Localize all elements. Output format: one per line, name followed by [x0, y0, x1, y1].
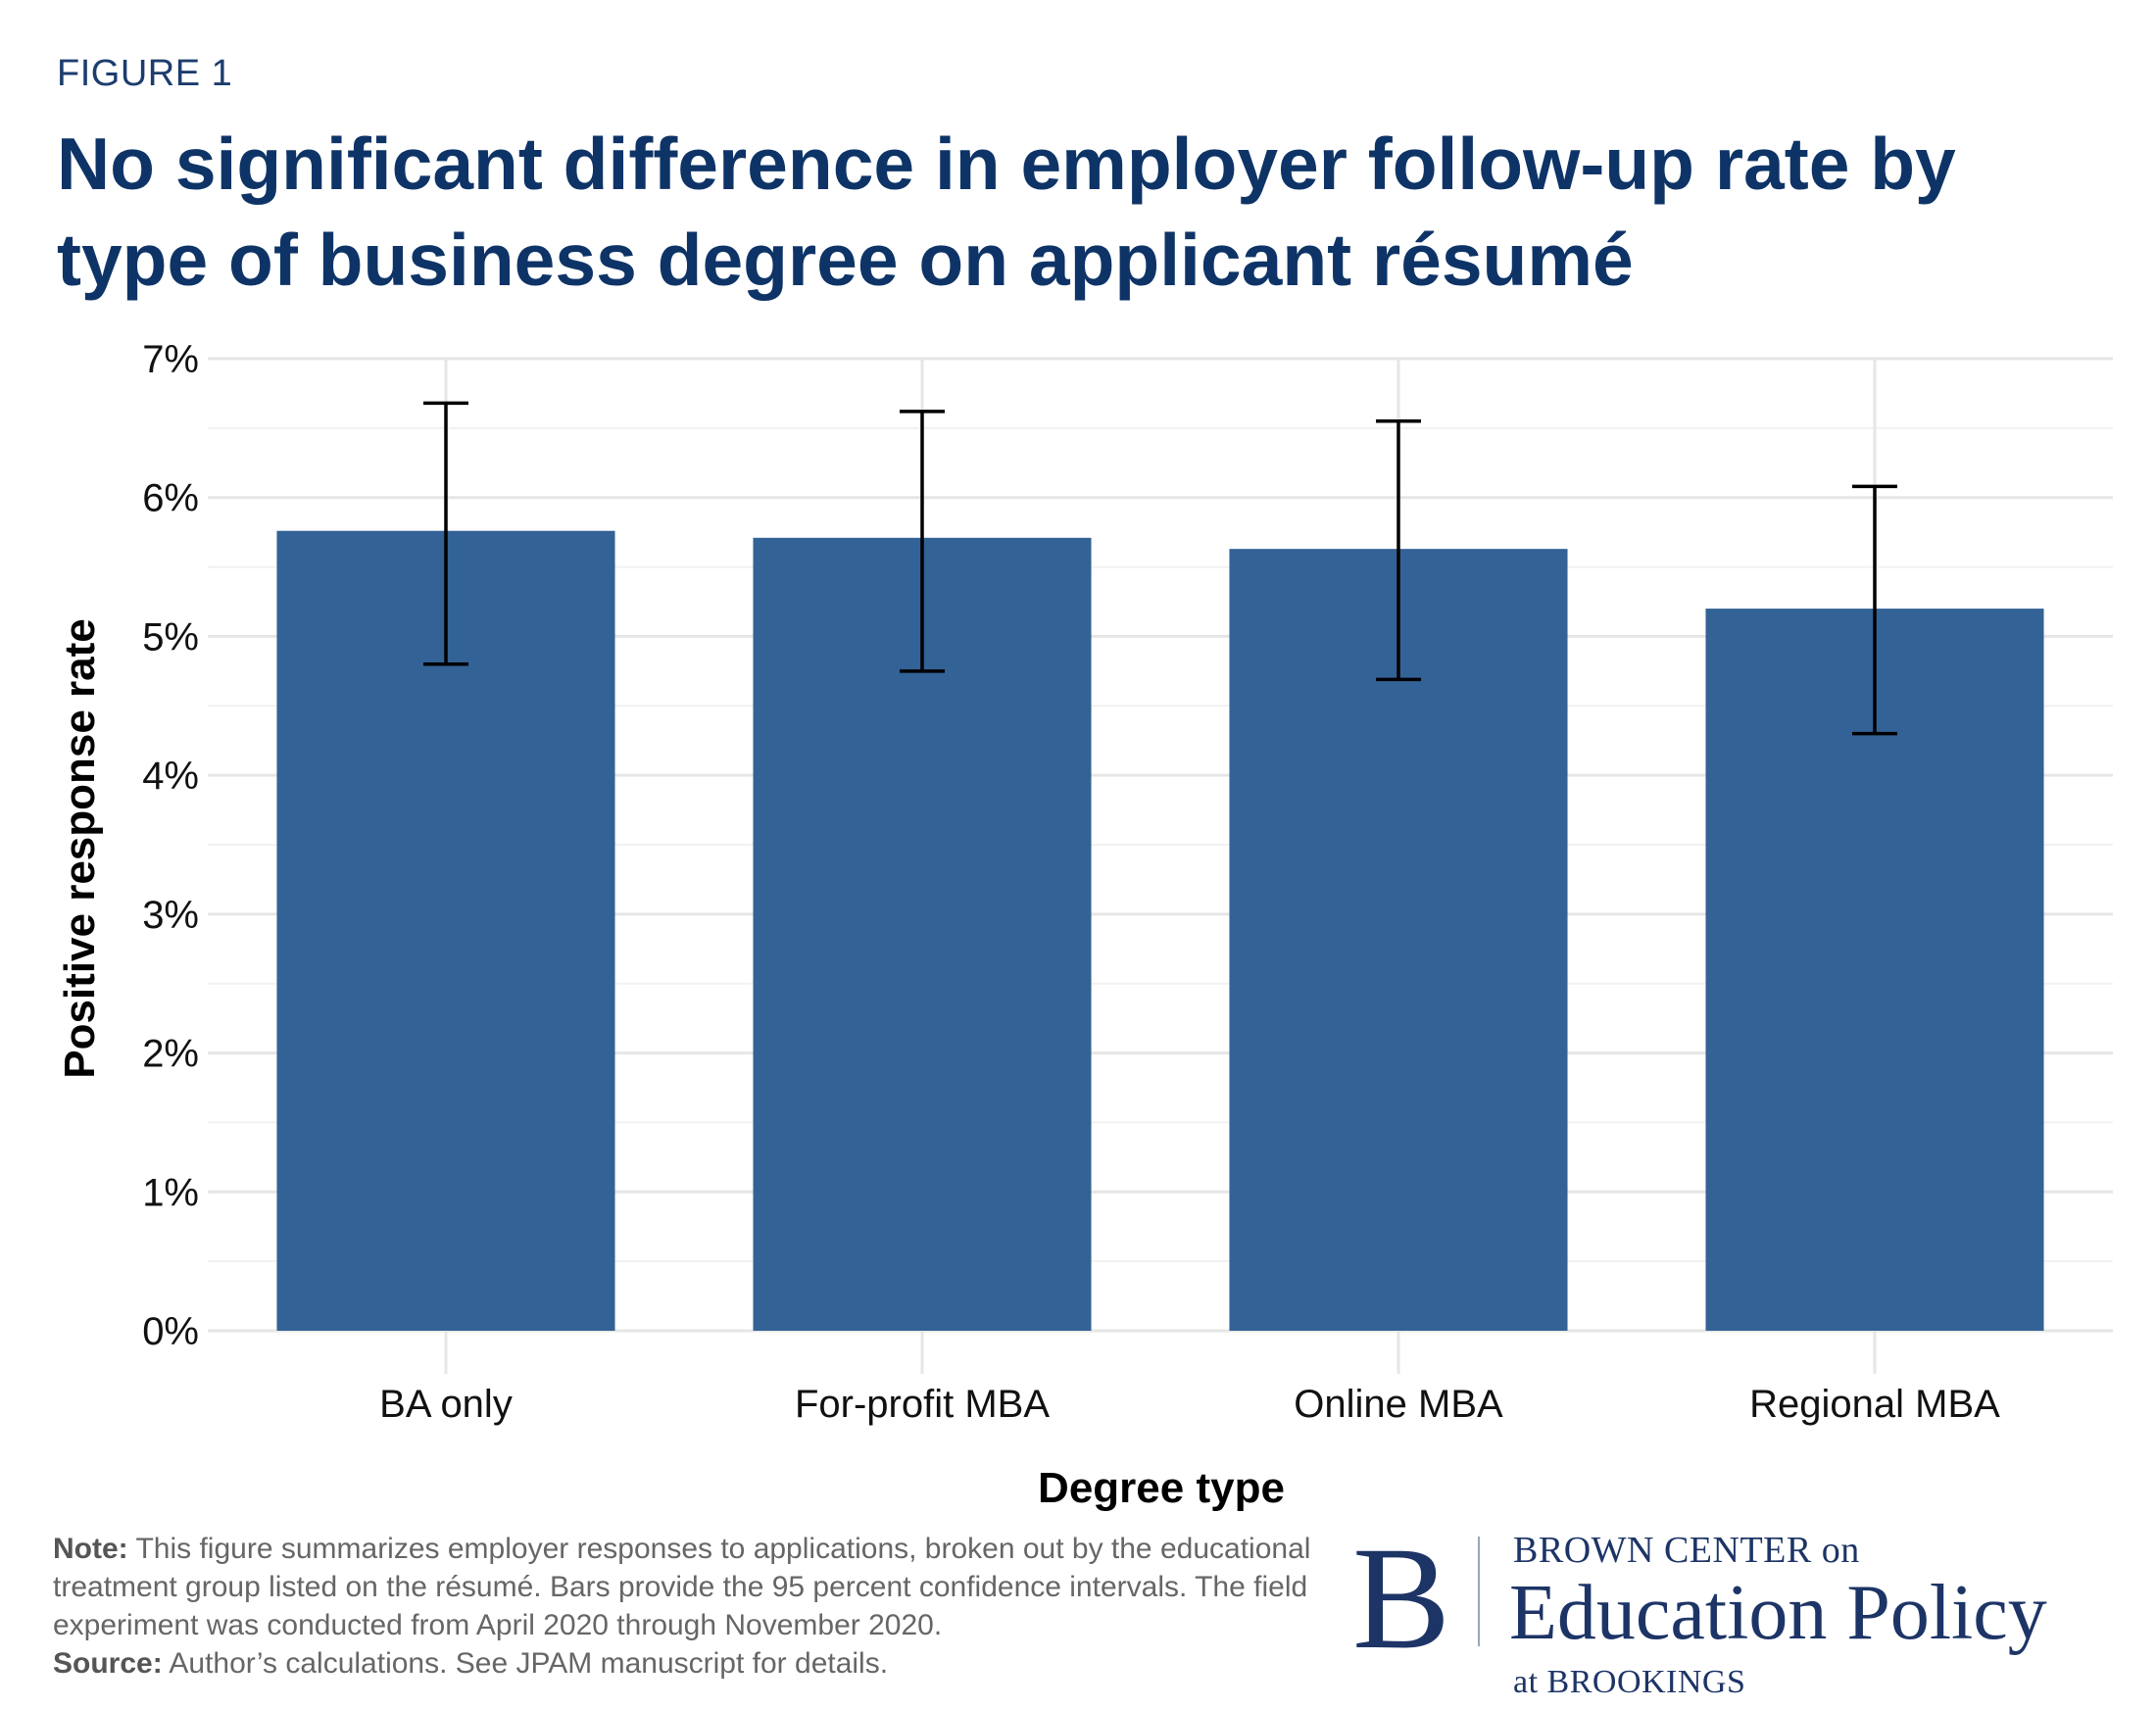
logo-line-3: at BROOKINGS	[1513, 1664, 1746, 1700]
y-tick-label: 1%	[142, 1171, 199, 1214]
y-tick-label: 5%	[142, 615, 199, 659]
source-label: Source:	[53, 1647, 163, 1680]
x-tick-label: Regional MBA	[1749, 1383, 2000, 1426]
y-tick-labels: 0% 1% 2% 3% 4% 5% 6% 7%	[142, 338, 199, 1353]
logo-line-1: BROWN CENTER on	[1513, 1530, 1860, 1571]
error-bars	[423, 401, 1897, 736]
brown-center-logo: B BROWN CENTER on Education Policy at BR…	[1352, 1521, 2136, 1707]
y-axis-title: Positive response rate	[56, 618, 104, 1079]
logo-line-2: Education Policy	[1509, 1570, 2047, 1656]
figure-label: FIGURE 1	[57, 53, 233, 94]
y-tick-label: 0%	[142, 1310, 199, 1353]
y-tick-label: 3%	[142, 894, 199, 937]
note-label: Note:	[53, 1533, 128, 1565]
source-text: Author’s calculations. See JPAM manuscri…	[169, 1647, 889, 1680]
bar-chart: 0% 1% 2% 3% 4% 5% 6% 7% BA only For-profit MBA On…	[56, 338, 2113, 1512]
y-tick-label: 4%	[142, 755, 199, 798]
note-text: This figure summarizes employer response…	[53, 1533, 1311, 1641]
y-tick-label: 6%	[142, 477, 199, 520]
x-tick-label: BA only	[379, 1383, 513, 1426]
chart-title: No significant difference in employer fo…	[57, 122, 1956, 301]
x-tick-label: Online MBA	[1294, 1383, 1503, 1426]
bars	[276, 530, 2044, 1331]
x-tick-labels: BA only For-profit MBA Online MBA Regional …	[379, 1383, 2000, 1426]
y-tick-label: 2%	[142, 1033, 199, 1076]
figure-notes: Note: This figure summarizes employer re…	[53, 1530, 1347, 1683]
y-tick-label: 7%	[142, 338, 199, 381]
x-axis-title: Degree type	[1038, 1464, 1285, 1512]
note-paragraph: Note: This figure summarizes employer re…	[53, 1530, 1347, 1644]
logo-letter: B	[1352, 1517, 1451, 1680]
source-paragraph: Source: Author’s calculations. See JPAM …	[53, 1644, 1347, 1683]
x-tick-label: For-profit MBA	[795, 1383, 1050, 1426]
logo-divider	[1478, 1537, 1480, 1646]
